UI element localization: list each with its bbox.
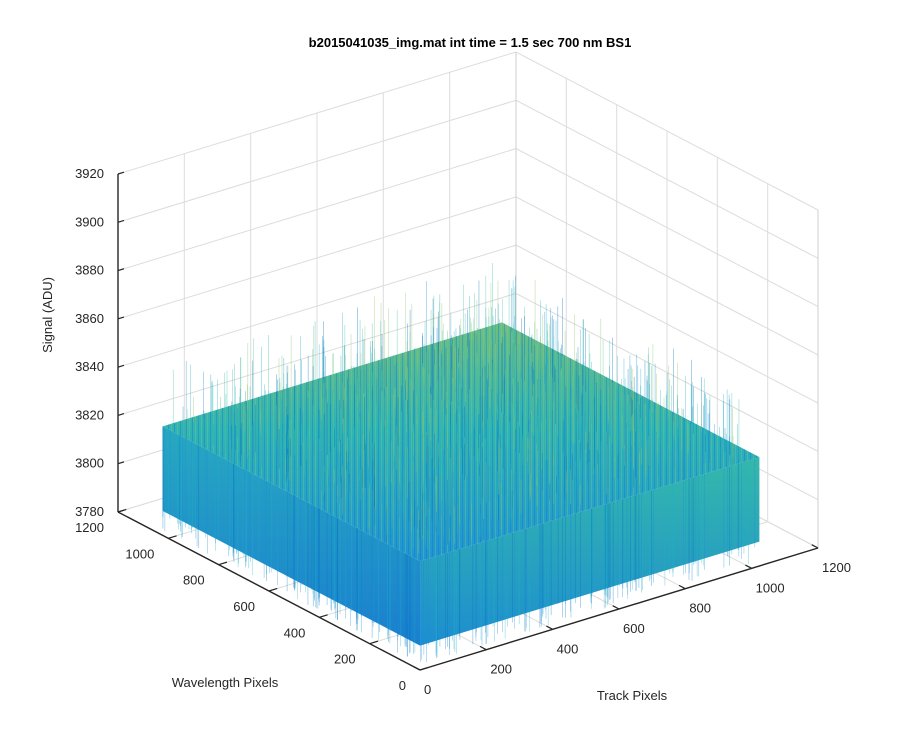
x-tick bbox=[546, 625, 553, 630]
noise-spikes bbox=[172, 263, 740, 554]
z-tick-label: 3840 bbox=[75, 359, 104, 374]
z-tick-label: 3920 bbox=[75, 166, 104, 181]
z-tick-label: 3780 bbox=[75, 504, 104, 519]
surface-side-y bbox=[162, 426, 421, 646]
z-tick bbox=[117, 364, 125, 368]
y-tick-label: 0 bbox=[399, 678, 406, 693]
x-tick-label: 200 bbox=[490, 662, 512, 677]
grid-line-z bbox=[117, 99, 819, 259]
z-tick bbox=[117, 316, 125, 320]
z-tick-label: 3880 bbox=[75, 263, 104, 278]
x-tick-label: 400 bbox=[557, 641, 579, 656]
z-tick bbox=[117, 413, 125, 417]
y-tick-label: 800 bbox=[183, 573, 205, 588]
y-tick-label: 1000 bbox=[125, 546, 154, 561]
x-tick-label: 600 bbox=[623, 621, 645, 636]
x-tick-label: 0 bbox=[424, 682, 431, 697]
z-tick bbox=[117, 461, 125, 465]
x-tick bbox=[811, 544, 819, 549]
x-tick-label: 1200 bbox=[822, 560, 851, 575]
z-axis-label: Signal (ADU) bbox=[40, 277, 55, 353]
tick-labels: 0 200 400 600 800 1000 1200 0 200 400 600 800 1000 12… bbox=[75, 166, 851, 697]
z-tick bbox=[117, 268, 125, 272]
y-tick bbox=[268, 587, 278, 592]
grid-line-z bbox=[117, 51, 819, 211]
z-tick-label: 3900 bbox=[75, 214, 104, 229]
y-tick-label: 200 bbox=[334, 652, 356, 667]
x-tick bbox=[678, 584, 686, 590]
x-tick bbox=[612, 605, 620, 610]
x-tick-label: 800 bbox=[689, 601, 711, 616]
z-tick bbox=[117, 171, 125, 175]
chart-title: b2015041035_img.mat int time = 1.5 sec 7… bbox=[309, 35, 632, 50]
y-tick bbox=[369, 640, 379, 645]
y-axis-label: Wavelength Pixels bbox=[172, 675, 279, 690]
z-tick bbox=[117, 219, 125, 223]
x-tick-label: 1000 bbox=[756, 580, 785, 595]
z-tick bbox=[117, 509, 125, 513]
y-tick bbox=[168, 535, 177, 539]
y-tick-label: 400 bbox=[284, 625, 306, 640]
surface bbox=[162, 263, 760, 663]
y-tick bbox=[218, 561, 228, 566]
x-tick bbox=[745, 564, 752, 569]
z-tick-label: 3820 bbox=[75, 407, 104, 422]
y-tick bbox=[419, 666, 429, 671]
y-tick-label: 1200 bbox=[75, 520, 104, 535]
x-tick bbox=[413, 666, 421, 671]
grid-line-z bbox=[117, 148, 819, 308]
y-tick bbox=[319, 614, 328, 618]
x-tick bbox=[479, 645, 487, 651]
y-tick-label: 600 bbox=[233, 599, 255, 614]
z-tick-label: 3800 bbox=[75, 456, 104, 471]
x-axis-label: Track Pixels bbox=[597, 688, 668, 703]
z-tick-label: 3860 bbox=[75, 311, 104, 326]
axis-ticks bbox=[117, 171, 819, 671]
edge-spikes bbox=[162, 426, 756, 663]
grid-line-z bbox=[117, 196, 819, 356]
